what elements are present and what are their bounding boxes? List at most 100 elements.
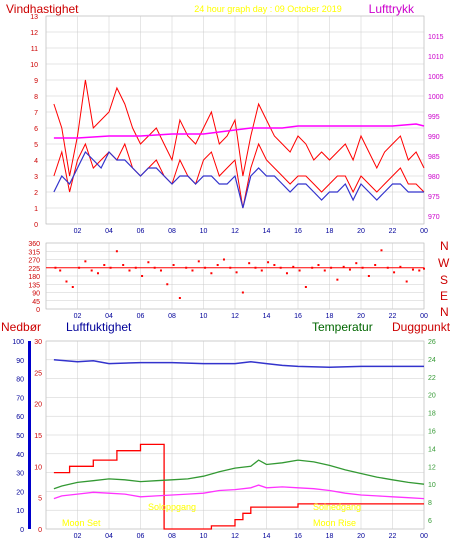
series-temperature-line <box>53 459 425 490</box>
x-tick-label: 18 <box>326 313 334 320</box>
pressure-tick: 1005 <box>428 74 444 81</box>
temperature-tick: 6 <box>428 518 432 525</box>
wind-speed-tick: 2 <box>34 190 38 197</box>
series-gust-line <box>53 79 425 177</box>
direction-point <box>241 291 244 294</box>
direction-point <box>96 272 99 275</box>
direction-point <box>115 250 118 253</box>
direction-point <box>267 261 270 264</box>
humidity-tick: 20 <box>34 402 42 409</box>
direction-point <box>197 260 200 263</box>
direction-point <box>210 272 213 275</box>
series-dewpoint-line <box>53 484 425 500</box>
precipitation-label: Nedbør <box>1 320 41 334</box>
direction-point <box>367 275 370 277</box>
x-tick-label: 12 <box>231 533 239 540</box>
compass-e: E <box>440 289 448 303</box>
direction-point <box>159 269 162 272</box>
x-tick-label: 14 <box>263 313 271 320</box>
wind-speed-tick: 12 <box>30 30 38 37</box>
direction-point <box>166 283 169 286</box>
humidity-tick: 0 <box>38 527 42 534</box>
temperature-tick: 22 <box>428 375 436 382</box>
pressure-tick: 975 <box>428 194 440 201</box>
direction-point <box>172 264 175 266</box>
direction-point <box>178 297 181 299</box>
wind-speed-tick: 7 <box>34 110 38 117</box>
wind-speed-tick: 13 <box>30 14 38 21</box>
rain-tick: 20 <box>16 489 24 496</box>
direction-point <box>141 275 144 277</box>
direction-tick: 0 <box>36 307 40 314</box>
series-rain-line <box>53 443 424 530</box>
humidity-label: Luftfuktighet <box>66 320 132 334</box>
direction-tick: 180 <box>28 274 40 281</box>
direction-point <box>122 264 125 266</box>
humidity-tick: 10 <box>34 464 42 471</box>
wind-speed-tick: 1 <box>34 206 38 213</box>
x-tick-label: 02 <box>74 228 82 235</box>
rain-tick: 70 <box>16 395 24 402</box>
x-tick-label: 00 <box>420 533 428 540</box>
direction-point <box>222 258 225 261</box>
pressure-tick: 1015 <box>428 34 444 41</box>
humidity-tick: 5 <box>38 496 42 503</box>
humidity-tick: 15 <box>34 433 42 440</box>
direction-point <box>84 260 87 263</box>
compass-s: S <box>440 273 448 287</box>
x-tick-label: 10 <box>200 313 208 320</box>
x-tick-label: 20 <box>357 313 365 320</box>
wind-speed-tick: 10 <box>30 62 38 69</box>
temperature-tick: 14 <box>428 446 436 453</box>
series-pressure-line <box>53 123 425 139</box>
temperature-tick: 8 <box>428 500 432 507</box>
rain-series-layer <box>53 359 425 530</box>
rain-time-axis: 02 04 06 08 10 12 14 16 18 20 22 00 <box>74 533 428 540</box>
temperature-tick: 16 <box>428 429 436 436</box>
compass-n-top: N <box>440 239 449 253</box>
wind-speed-tick: 11 <box>31 46 38 53</box>
direction-tick: 90 <box>32 291 40 298</box>
wind-speed-tick: 8 <box>34 94 38 101</box>
x-tick-label: 04 <box>105 313 113 320</box>
temperature-tick: 10 <box>428 482 436 489</box>
x-tick-label: 22 <box>389 228 397 235</box>
x-tick-label: 20 <box>357 228 365 235</box>
wind-time-axis: 02 04 06 08 10 12 14 16 18 20 22 00 <box>74 228 428 235</box>
series-avg_wind-line <box>53 150 424 209</box>
x-tick-label: 10 <box>200 228 208 235</box>
rain-tick: 30 <box>16 471 24 478</box>
rain-tick: 100 <box>12 339 24 346</box>
direction-point <box>235 271 238 274</box>
direction-tick: 270 <box>28 258 40 265</box>
direction-point <box>103 264 106 266</box>
direction-point <box>342 265 345 268</box>
direction-point <box>65 280 68 283</box>
direction-point <box>71 286 74 288</box>
moon-set-label: Moon Set <box>62 518 101 528</box>
direction-point <box>411 268 414 271</box>
x-tick-label: 06 <box>137 228 145 235</box>
x-tick-label: 10 <box>200 533 208 540</box>
direction-point <box>128 269 131 272</box>
direction-point <box>393 271 396 274</box>
x-tick-label: 06 <box>137 313 145 320</box>
x-tick-label: 16 <box>294 228 302 235</box>
pressure-tick: 980 <box>428 174 440 181</box>
temperature-label: Temperatur <box>312 320 373 334</box>
pressure-axis: 970 975 980 985 990 995 1000 1005 1010 1015 <box>428 34 444 221</box>
direction-points-layer <box>46 249 425 299</box>
x-tick-label: 06 <box>137 533 145 540</box>
x-tick-label: 14 <box>263 228 271 235</box>
x-tick-label: 00 <box>420 228 428 235</box>
direction-point <box>273 264 276 266</box>
x-tick-label: 12 <box>231 313 239 320</box>
x-tick-label: 04 <box>105 228 113 235</box>
x-tick-label: 08 <box>168 313 176 320</box>
direction-tick: 315 <box>28 249 40 256</box>
dewpoint-label: Duggpunkt <box>392 320 451 334</box>
x-tick-label: 12 <box>231 228 239 235</box>
x-tick-label: 08 <box>168 228 176 235</box>
